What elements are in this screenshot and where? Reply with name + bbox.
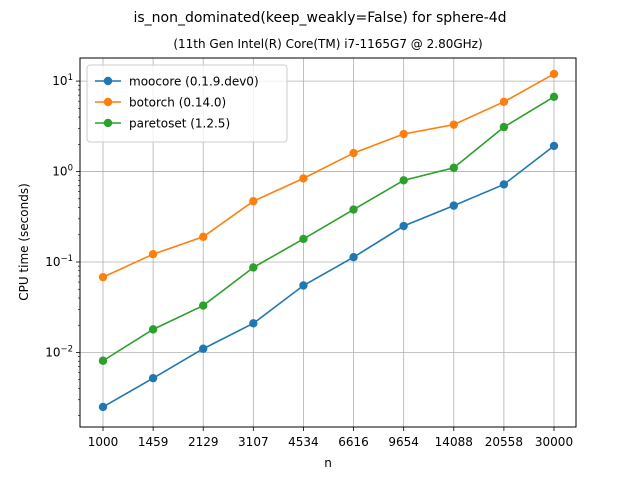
data-point — [549, 92, 559, 102]
x-tick-label: 1459 — [138, 435, 169, 449]
legend-label: paretoset (1.2.5) — [129, 117, 230, 131]
x-tick-label: 2129 — [188, 435, 219, 449]
data-point — [98, 272, 108, 282]
data-point — [249, 197, 258, 206]
series-line — [102, 96, 555, 362]
data-point — [199, 232, 208, 241]
data-point — [549, 141, 559, 151]
x-axis-label: n — [324, 456, 332, 470]
x-tick-label: 9654 — [388, 435, 419, 449]
data-point — [148, 373, 158, 383]
y-tick-label: 101 — [52, 73, 73, 88]
data-point — [148, 249, 158, 259]
legend-marker — [103, 118, 113, 128]
plot-frame — [79, 57, 577, 428]
data-point — [299, 234, 308, 244]
legend-box — [86, 64, 288, 143]
data-point — [499, 180, 509, 189]
data-point — [98, 356, 108, 365]
y-axis-ticks: 10−2 10−1 100 101 — [45, 73, 80, 416]
data-point — [399, 221, 408, 231]
data-point — [349, 148, 358, 158]
data-point — [499, 97, 509, 107]
data-point — [249, 263, 258, 272]
data-point — [499, 122, 509, 132]
legend: moocore (0.1.9.dev0) botorch (0.14.0) pare… — [86, 64, 288, 143]
data-point — [399, 176, 408, 185]
x-axis-ticks: 1000 1459 2129 3107 4534 6616 9654 14088 20558 30… — [88, 427, 573, 449]
legend-marker — [103, 97, 113, 107]
data-point — [148, 325, 158, 334]
series-line — [102, 73, 555, 278]
x-tick-label: 3107 — [238, 435, 269, 449]
data-point — [449, 163, 458, 173]
x-tick-label: 30000 — [535, 435, 573, 449]
series-line — [102, 145, 555, 408]
data-point — [449, 120, 458, 129]
data-point — [98, 402, 108, 412]
y-tick-label: 100 — [52, 164, 73, 179]
chart-subtitle: (11th Gen Intel(R) Core(TM) i7-1165G7 @ … — [173, 37, 482, 51]
data-point — [249, 319, 258, 328]
x-tick-label: 1000 — [88, 435, 119, 449]
data-point — [349, 205, 358, 214]
data-point — [299, 281, 308, 290]
legend-label: moocore (0.1.9.dev0) — [129, 75, 259, 89]
series-lines — [98, 69, 559, 412]
x-tick-label: 4534 — [288, 435, 319, 449]
data-point — [449, 201, 458, 210]
data-point — [549, 69, 559, 79]
data-point — [199, 301, 208, 310]
x-tick-label: 6616 — [338, 435, 369, 449]
y-tick-label: 10−2 — [45, 344, 73, 359]
data-point — [399, 129, 408, 139]
chart-title: is_non_dominated(keep_weakly=False) for … — [133, 10, 506, 26]
x-tick-label: 14088 — [435, 435, 473, 449]
x-tick-label: 20558 — [485, 435, 523, 449]
y-axis-label: CPU time (seconds) — [17, 183, 31, 301]
legend-label: botorch (0.14.0) — [129, 96, 226, 110]
legend-marker — [103, 76, 113, 86]
data-point — [349, 253, 358, 262]
data-point — [299, 174, 308, 183]
data-point — [199, 344, 208, 353]
y-tick-label: 10−1 — [45, 254, 73, 269]
